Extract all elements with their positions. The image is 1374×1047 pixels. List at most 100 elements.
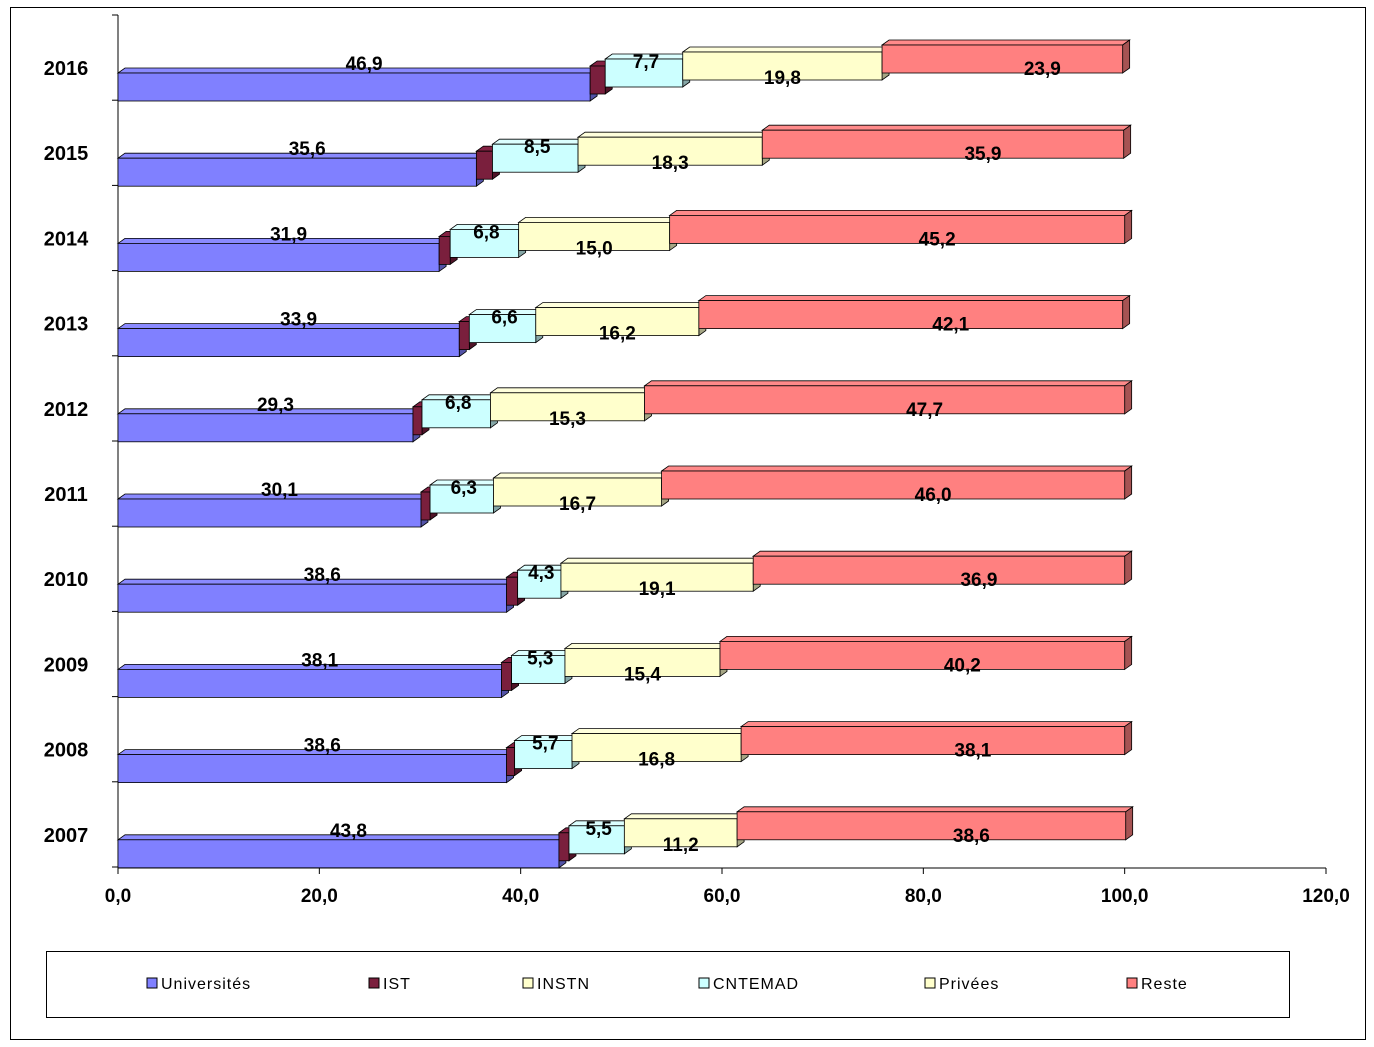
legend-item-privées: Privées xyxy=(924,976,998,993)
bar-segment-reste xyxy=(697,294,1131,330)
bar-front-face xyxy=(475,150,493,180)
bar-segment-cntemad xyxy=(468,308,545,344)
x-tick-label: 120,0 xyxy=(1302,886,1350,907)
legend-item-reste: Reste xyxy=(1126,976,1187,993)
data-label-privees: 19,1 xyxy=(639,579,676,600)
bar-segment-cntemad xyxy=(448,223,527,259)
data-label-cntemad: 8,5 xyxy=(524,137,551,158)
data-label-reste: 40,2 xyxy=(944,655,981,676)
x-tick-label: 20,0 xyxy=(301,886,338,907)
bar-side-face xyxy=(1124,720,1133,756)
bar-front-face xyxy=(117,242,440,272)
bar-row-2008 xyxy=(116,720,1133,784)
bar-front-face xyxy=(458,321,470,351)
bar-front-face xyxy=(761,129,1125,159)
bar-side-face xyxy=(1124,635,1133,671)
bar-segment-reste xyxy=(718,635,1133,671)
bar-front-face xyxy=(117,669,502,698)
bar-row-2016 xyxy=(116,39,1131,102)
x-tick-label: 100,0 xyxy=(1101,886,1149,907)
bar-top-face xyxy=(718,636,1133,642)
data-label-universites: 29,3 xyxy=(257,395,294,416)
data-label-privees: 15,0 xyxy=(576,238,613,259)
bar-side-face xyxy=(1123,124,1132,159)
bar-row-2011 xyxy=(116,465,1133,528)
bar-segment-reste xyxy=(660,465,1133,500)
y-tick-label: 2009 xyxy=(44,654,89,676)
bar-top-face xyxy=(739,721,1133,727)
data-label-cntemad: 5,3 xyxy=(527,648,553,669)
y-tick-label: 2008 xyxy=(44,740,89,762)
y-tick-label: 2014 xyxy=(44,228,89,250)
bar-top-face xyxy=(492,472,670,479)
data-label-universites: 31,9 xyxy=(270,224,307,245)
bars xyxy=(116,39,1134,869)
y-tick-label: 2007 xyxy=(44,825,89,847)
bar-segment-reste xyxy=(880,39,1131,74)
bar-front-face xyxy=(429,484,494,514)
data-label-privees: 15,3 xyxy=(549,409,586,430)
legend-item-ist: IST xyxy=(368,976,410,993)
data-label-universites: 38,1 xyxy=(301,650,338,671)
bar-top-face xyxy=(563,643,729,649)
bar-top-face xyxy=(735,806,1134,813)
bar-segment-reste xyxy=(761,124,1132,159)
data-label-universites: 43,8 xyxy=(330,821,367,842)
legend-swatch xyxy=(522,977,534,989)
legend-label: CNTEMAD xyxy=(713,976,799,993)
bar-front-face xyxy=(506,576,519,606)
bar-front-face xyxy=(511,655,566,684)
bar-top-face xyxy=(668,209,1133,216)
bar-front-face xyxy=(644,385,1126,415)
legend-swatch xyxy=(1126,977,1138,989)
x-tick-label: 0,0 xyxy=(105,886,131,907)
bar-top-face xyxy=(681,46,891,53)
data-label-reste: 45,2 xyxy=(919,229,956,250)
bar-front-face xyxy=(669,214,1126,244)
data-label-reste: 35,9 xyxy=(964,144,1001,165)
bar-front-face xyxy=(558,832,570,862)
bar-row-2015 xyxy=(116,124,1132,187)
bar-front-face xyxy=(117,157,477,187)
legend-label: INSTN xyxy=(537,976,590,993)
data-label-cntemad: 6,8 xyxy=(473,222,499,243)
bar-segment-universités xyxy=(116,834,568,869)
bar-side-face xyxy=(1125,806,1134,841)
data-label-cntemad: 6,8 xyxy=(445,393,471,414)
data-label-reste: 42,1 xyxy=(932,315,969,336)
bar-front-face xyxy=(117,754,507,783)
y-tick-label: 2016 xyxy=(44,58,89,80)
bar-segment-universités xyxy=(116,748,515,784)
data-label-reste: 38,1 xyxy=(954,741,991,762)
bar-segment-universités xyxy=(116,237,448,273)
bar-segment-universités xyxy=(116,67,599,102)
bar-front-face xyxy=(661,470,1126,500)
bar-front-face xyxy=(881,44,1124,74)
bar-front-face xyxy=(412,406,423,436)
bar-top-face xyxy=(559,557,762,564)
y-tick-label: 2013 xyxy=(44,314,89,336)
data-label-privees: 15,4 xyxy=(624,664,661,685)
data-label-privees: 16,7 xyxy=(559,494,596,515)
bar-top-face xyxy=(489,387,653,394)
legend-item-instn: INSTN xyxy=(522,976,590,993)
bar-front-face xyxy=(517,569,562,599)
x-tick-label: 60,0 xyxy=(704,886,741,907)
bar-top-face xyxy=(643,380,1133,387)
bar-front-face xyxy=(740,726,1126,755)
bar-segment-universités xyxy=(116,408,422,443)
bar-front-face xyxy=(421,399,491,429)
bar-top-face xyxy=(660,465,1133,472)
bar-front-face xyxy=(117,72,591,102)
bar-side-face xyxy=(1122,294,1131,330)
data-label-cntemad: 5,5 xyxy=(585,819,612,840)
data-label-universites: 38,6 xyxy=(304,565,341,586)
bar-front-face xyxy=(518,221,671,251)
bar-front-face xyxy=(492,143,579,173)
bar-row-2009 xyxy=(116,635,1133,699)
bar-front-face xyxy=(117,839,560,869)
data-label-cntemad: 6,3 xyxy=(451,478,477,499)
bar-segment-privées xyxy=(623,813,746,848)
data-label-universites: 38,6 xyxy=(304,736,341,757)
